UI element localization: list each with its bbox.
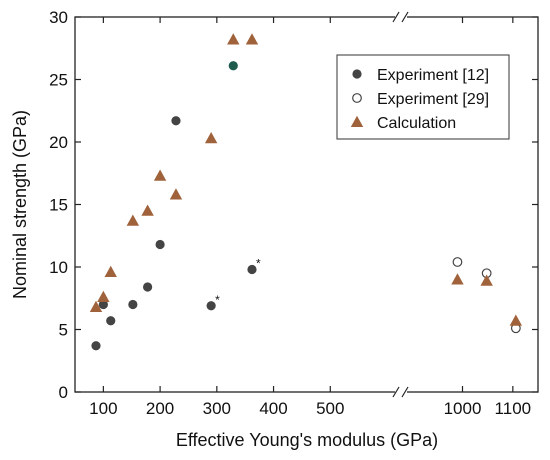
- calculation-point: [204, 132, 218, 144]
- calculation-point: [169, 188, 183, 200]
- experiment-12-point: [171, 116, 181, 126]
- y-axis-title: Nominal strength (GPa): [10, 110, 30, 299]
- y-tick-label: 0: [59, 383, 68, 402]
- calculation-point: [104, 265, 117, 277]
- axis-break-mark-bottom: [401, 386, 409, 398]
- experiment-12-point: [247, 264, 257, 275]
- x-tick-label: 100: [89, 399, 117, 418]
- axis-break-gap-bottom: [395, 388, 407, 396]
- legend-label: Experiment [29]: [377, 91, 489, 108]
- legend-label: Experiment [12]: [377, 67, 489, 84]
- y-tick-label: 25: [49, 71, 68, 90]
- legend-marker: [352, 69, 362, 79]
- x-tick-label: 1100: [495, 399, 532, 418]
- legend-marker: [352, 93, 362, 103]
- x-tick-label: 400: [259, 399, 287, 418]
- calculation-point: [480, 274, 493, 286]
- x-tick-label: 300: [203, 399, 231, 418]
- calculation-point: [126, 214, 140, 226]
- calculation-point: [227, 33, 240, 45]
- asterisk-annotation: *: [215, 293, 220, 307]
- y-tick-label: 10: [49, 258, 68, 277]
- experiment-12-point: [206, 301, 216, 311]
- asterisk-annotation: *: [256, 257, 261, 271]
- calculation-point: [141, 204, 154, 216]
- legend: Experiment [12] Experiment [29] Calculatio…: [336, 54, 510, 140]
- series-triangle: [89, 33, 523, 326]
- calculation-point: [509, 314, 523, 326]
- experiment-12-point: [91, 341, 101, 351]
- experiment-12-point: [128, 299, 138, 310]
- experiment-29-point: [452, 257, 463, 267]
- axis-break-mark-top: [401, 11, 409, 23]
- legend-marker: [350, 115, 364, 127]
- experiment-12-point: [155, 239, 165, 250]
- y-tick-label: 15: [49, 196, 68, 215]
- x-axis-title: Effective Young's modulus (GPa): [176, 430, 438, 450]
- experiment-12-point: [106, 316, 116, 326]
- axis-break-mark-bottom: [392, 386, 400, 398]
- calculation-point: [153, 169, 167, 181]
- calculation-point: [97, 290, 110, 302]
- experiment-12-point: [98, 299, 108, 310]
- series-filled-circle: [91, 116, 257, 351]
- calculation-point: [245, 33, 259, 45]
- highlight-point: [228, 61, 238, 71]
- y-tick-label: 5: [59, 321, 68, 340]
- legend-box: [336, 54, 510, 140]
- y-tick-label: 30: [49, 8, 68, 27]
- x-tick-label: 200: [146, 399, 174, 418]
- x-tick-label: 500: [316, 399, 344, 418]
- series-open-circle: [452, 257, 521, 334]
- axis-break-mark-top: [392, 11, 400, 23]
- calculation-point: [451, 273, 464, 285]
- experiment-12-point: [143, 282, 153, 292]
- x-tick-label: 1000: [444, 399, 482, 418]
- calculation-point: [89, 300, 103, 312]
- legend-label: Calculation: [377, 115, 456, 132]
- axis-break-gap-top: [395, 13, 407, 21]
- y-tick-label: 20: [49, 133, 68, 152]
